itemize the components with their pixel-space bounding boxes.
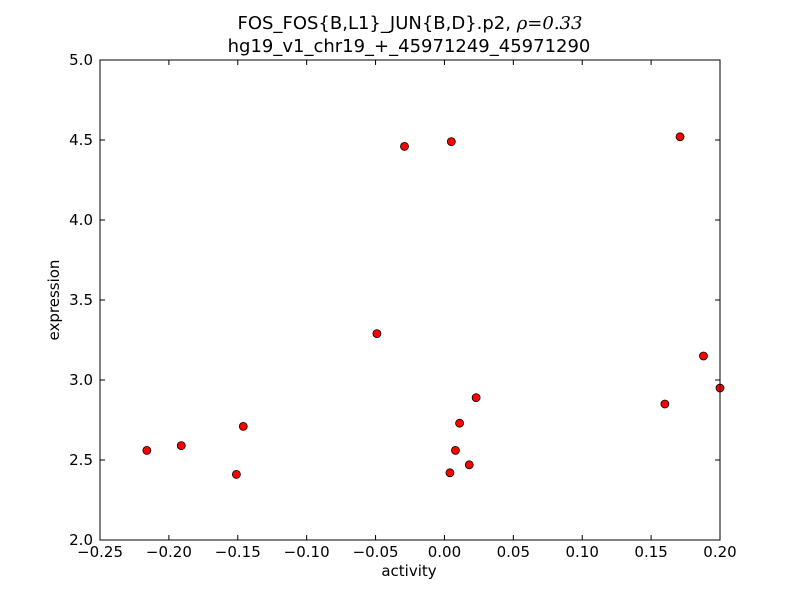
data-point <box>471 393 481 403</box>
data-points <box>142 132 725 479</box>
data-point <box>464 460 474 470</box>
data-point <box>176 441 186 451</box>
x-tick-label: 0.20 <box>703 543 736 561</box>
data-point <box>238 421 248 431</box>
data-point <box>699 351 708 361</box>
data-point <box>446 137 456 147</box>
plot-frame <box>99 59 721 541</box>
chart-title-line2: hg19_v1_chr19_+_45971249_45971290 <box>228 36 591 57</box>
chart-title-line1: FOS_FOS{B,L1}_JUN{B,D}.p2, ρ=0.33 <box>238 13 583 34</box>
data-point <box>231 469 241 479</box>
x-tick-label: −0.10 <box>284 543 330 561</box>
chart-title-rho: ρ=0.33 <box>516 13 583 34</box>
x-tick-label: 0.00 <box>428 543 461 561</box>
plot-area <box>100 60 720 540</box>
y-tick-label: 2.0 <box>69 531 93 549</box>
y-tick-label: 4.0 <box>69 211 93 229</box>
x-tick-label: −0.20 <box>146 543 192 561</box>
y-tick-label: 5.0 <box>69 51 93 69</box>
chart-title-prefix: FOS_FOS{B,L1}_JUN{B,D}.p2, <box>238 13 517 34</box>
y-tick-label: 4.5 <box>69 131 93 149</box>
x-tick-label: −0.15 <box>215 543 261 561</box>
x-tick-label: 0.15 <box>634 543 667 561</box>
y-tick-label: 3.0 <box>69 371 93 389</box>
data-point <box>675 132 685 142</box>
x-axis-label: activity <box>381 562 436 580</box>
y-tick-label: 3.5 <box>69 291 93 309</box>
data-point <box>660 399 670 409</box>
data-point <box>142 445 152 455</box>
data-point <box>451 445 460 455</box>
y-tick-label: 2.5 <box>69 451 93 469</box>
y-axis-label: expression <box>45 260 63 341</box>
data-point <box>400 141 409 151</box>
y-axis-ticks: 2.0 2.5 3.0 3.5 4.0 4.5 5.0 <box>69 51 720 549</box>
x-tick-label: 0.10 <box>566 543 599 561</box>
x-tick-label: −0.25 <box>77 543 123 561</box>
data-point <box>445 468 455 478</box>
x-axis-ticks: −0.25 −0.20 −0.15 −0.10 −0.05 0.00 0.05 0.10 0.1… <box>77 60 737 561</box>
data-point <box>372 329 382 339</box>
x-tick-label: −0.05 <box>353 543 399 561</box>
data-point <box>455 418 465 428</box>
x-tick-label: 0.05 <box>497 543 530 561</box>
